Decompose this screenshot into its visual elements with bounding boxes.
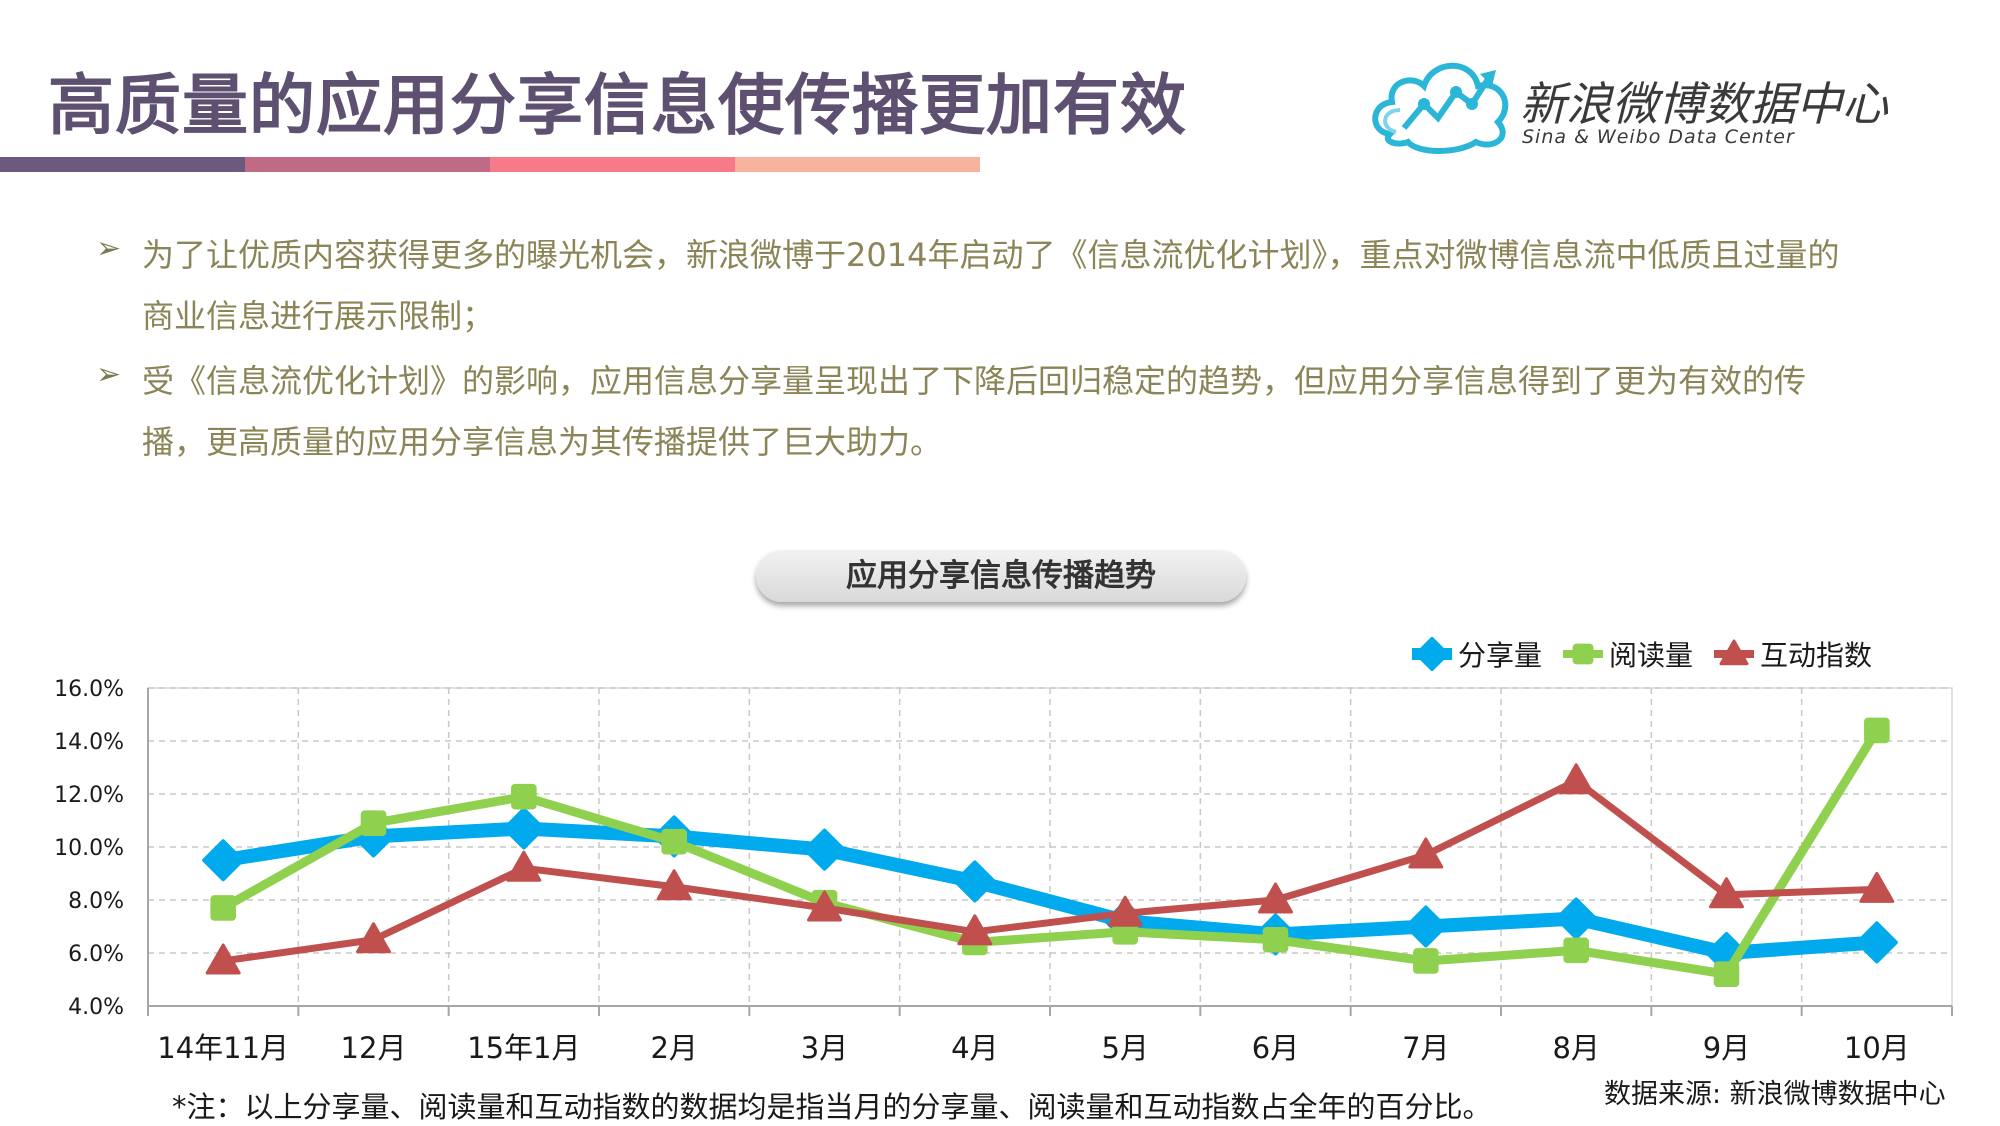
accent-segment <box>0 157 245 172</box>
data-point <box>210 895 236 921</box>
trend-line-chart: 4.0% 6.0% 8.0% 10.0% 12.0% 14.0% 16.0% 14年11月 12… <box>54 637 1953 1065</box>
data-point <box>1855 921 1898 964</box>
bullet-text: 为了让优质内容获得更多的曝光机会，新浪微博于2014年启动了《信息流优化计划》，… <box>142 236 1840 335</box>
cloud-chart-logo-icon <box>1372 62 1509 154</box>
x-tick-label: 10月 <box>1844 1031 1910 1065</box>
legend-label: 互动指数 <box>1760 639 1872 672</box>
data-point <box>511 783 537 810</box>
x-tick-label: 6月 <box>1252 1031 1299 1065</box>
data-point <box>1258 882 1293 914</box>
data-point <box>953 860 996 903</box>
legend-marker <box>1415 637 1449 671</box>
x-tick-label: 9月 <box>1703 1031 1750 1065</box>
bullet-item: ➢ 为了让优质内容获得更多的曝光机会，新浪微博于2014年启动了《信息流优化计划… <box>96 225 1856 347</box>
legend-marker <box>1719 639 1749 666</box>
y-tick-label: 12.0% <box>54 783 124 808</box>
data-point <box>1408 837 1444 869</box>
accent-segment <box>490 157 735 172</box>
data-point <box>957 914 993 946</box>
y-tick-label: 10.0% <box>54 836 124 861</box>
data-point <box>1555 897 1598 940</box>
logo-name: 新浪微博数据中心 <box>1520 77 1888 131</box>
series-line-1 <box>222 821 1878 960</box>
accent-segment <box>245 157 490 172</box>
data-point <box>1107 895 1143 927</box>
data-point <box>356 922 391 954</box>
data-point <box>1859 871 1895 903</box>
data-point <box>1413 948 1439 974</box>
bullet-item: ➢ 受《信息流优化计划》的影响，应用信息分享量呈现出了下降后回归稳定的趋势，但应… <box>96 351 1856 473</box>
data-point <box>1709 877 1744 909</box>
page-title: 高质量的应用分享信息使传播更加有效 <box>48 67 1187 144</box>
data-point <box>661 828 687 855</box>
x-tick-label: 5月 <box>1101 1031 1148 1065</box>
x-tick-label: 15年1月 <box>467 1031 580 1065</box>
x-tick-label: 8月 <box>1552 1031 1599 1065</box>
data-point <box>1864 717 1890 744</box>
series-line-2 <box>220 728 1881 979</box>
data-point <box>1713 961 1740 987</box>
sina-weibo-data-center-logo: 新浪微博数据中心 Sina & Weibo Data Center <box>1368 46 1968 156</box>
footnote: *注：以上分享量、阅读量和互动指数的数据均是指当月的分享量、阅读量和互动指数占全… <box>172 1090 1492 1124</box>
data-point <box>656 869 692 901</box>
logo-subtitle: Sina & Weibo Data Center <box>1522 126 1795 148</box>
x-tick-label: 12月 <box>341 1031 407 1065</box>
data-source: 数据来源: 新浪微博数据中心 <box>1604 1079 1946 1110</box>
legend-label: 阅读量 <box>1609 639 1693 672</box>
x-tick-label: 2月 <box>650 1031 697 1065</box>
data-point <box>1404 905 1447 948</box>
title-accent-bar <box>0 157 980 172</box>
data-point <box>803 828 846 871</box>
legend-label: 分享量 <box>1458 639 1542 672</box>
data-point <box>202 839 245 882</box>
accent-segment <box>735 157 980 172</box>
data-point <box>205 943 241 975</box>
arrow-bullet-icon: ➢ <box>96 357 122 392</box>
data-point <box>807 890 842 922</box>
data-point <box>1558 763 1594 795</box>
data-point <box>1262 926 1289 953</box>
arrow-bullet-icon: ➢ <box>96 231 122 266</box>
data-point <box>360 810 387 836</box>
legend-marker <box>1572 643 1594 665</box>
data-point <box>502 807 545 850</box>
y-tick-label: 14.0% <box>54 730 124 755</box>
data-point <box>506 850 542 882</box>
y-tick-label: 8.0% <box>68 889 124 914</box>
data-point <box>1563 937 1589 964</box>
series-line-3 <box>222 777 1877 965</box>
y-tick-label: 6.0% <box>68 942 124 967</box>
x-tick-label: 14年11月 <box>157 1031 289 1065</box>
x-tick-label: 7月 <box>1402 1031 1449 1065</box>
chart-title: 应用分享信息传播趋势 <box>756 550 1246 602</box>
x-tick-label: 4月 <box>951 1031 998 1065</box>
y-tick-label: 16.0% <box>54 677 124 702</box>
x-tick-label: 3月 <box>801 1031 848 1065</box>
bullet-text: 受《信息流优化计划》的影响，应用信息分享量呈现出了下降后回归稳定的趋势，但应用分… <box>142 362 1807 461</box>
bullet-list: ➢ 为了让优质内容获得更多的曝光机会，新浪微博于2014年启动了《信息流优化计划… <box>96 225 1856 477</box>
y-tick-label: 4.0% <box>68 995 124 1020</box>
